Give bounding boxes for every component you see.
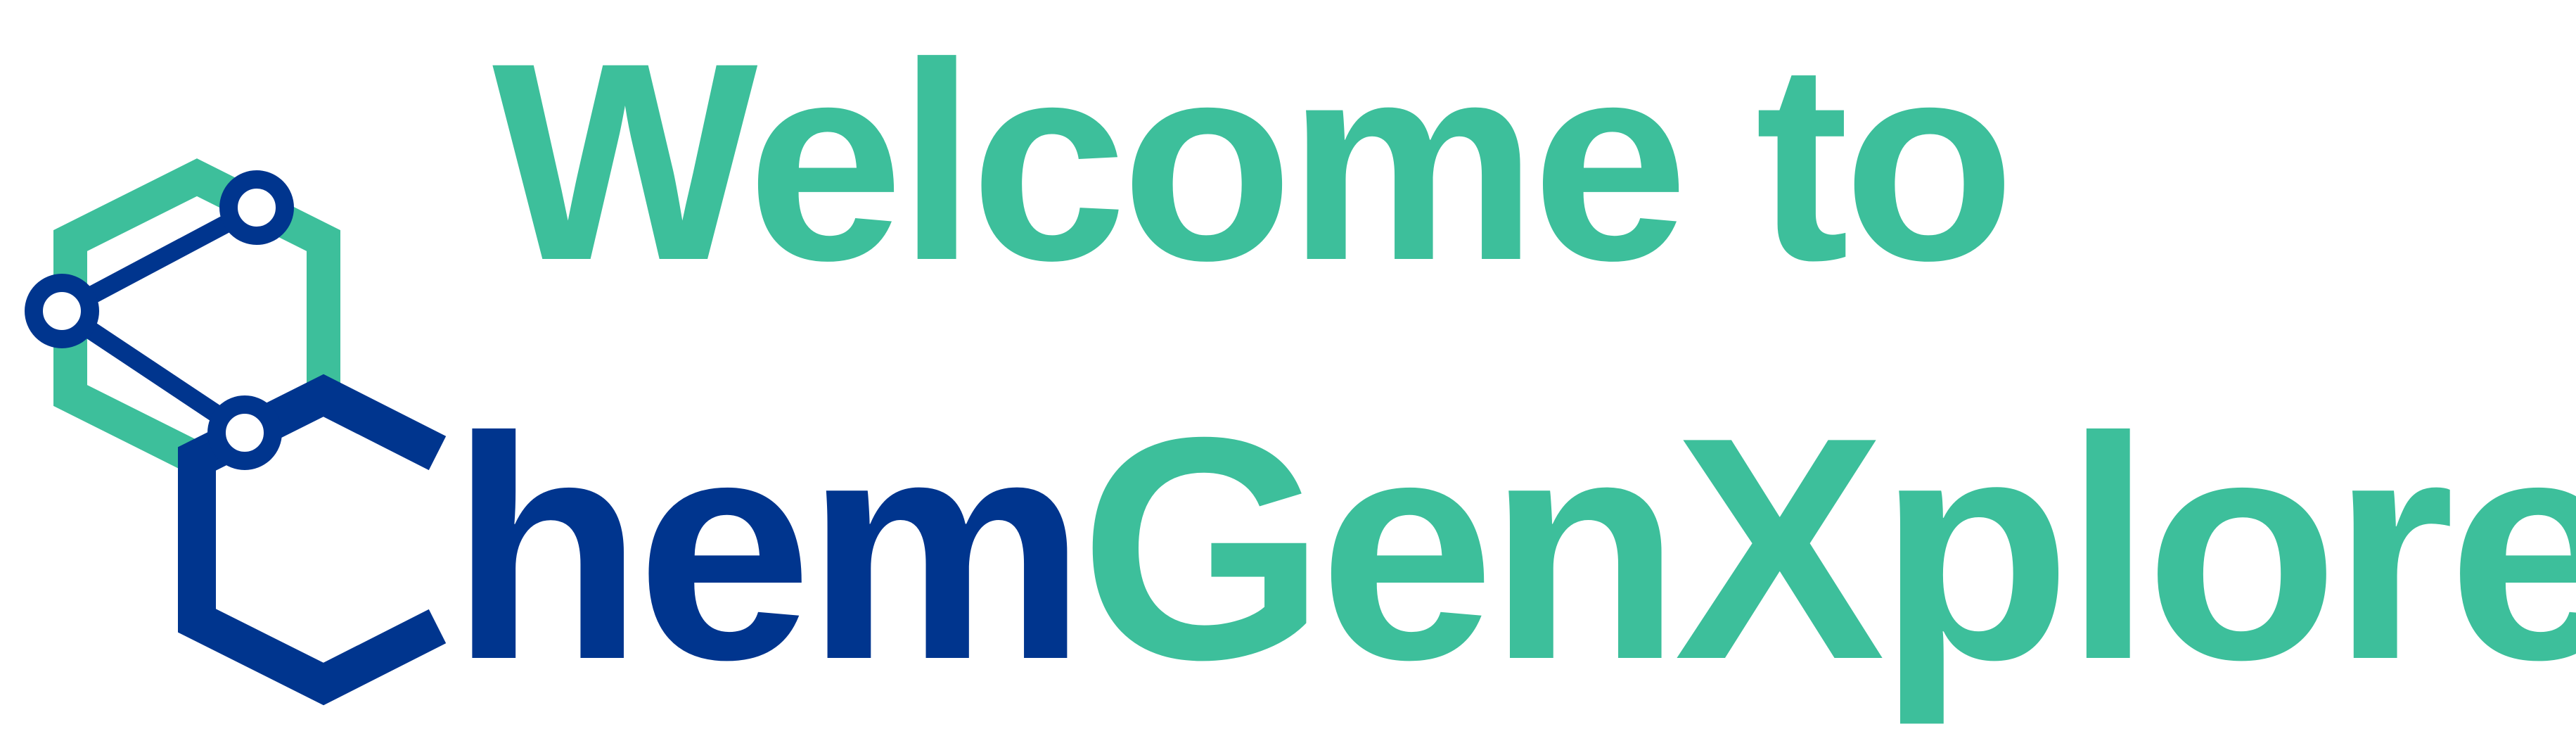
atom-node-bottom [207,395,282,470]
molecule-hexagon-icon [25,158,447,706]
brand-genxplore-text: GenXplore [1079,372,2576,725]
brand-chem-text: hem [450,372,1087,725]
brand-wordmark: hemGenXplore [450,391,2576,707]
atom-node-top [219,170,294,245]
atom-node-left [25,274,99,348]
welcome-headline: Welcome to [492,4,2016,319]
navy-hexagon-c [178,374,447,706]
